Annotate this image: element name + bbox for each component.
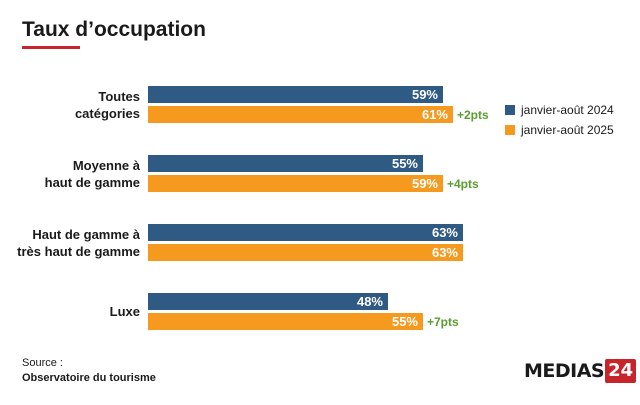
legend-item-2025: janvier-août 2025: [505, 120, 614, 140]
category-label: Moyenne à haut de gamme: [10, 157, 140, 191]
data-label: 48%: [357, 294, 383, 309]
bar: [148, 224, 463, 241]
change-annotation: +7pts: [427, 315, 459, 329]
bar: [148, 175, 443, 192]
bar: [148, 106, 453, 123]
legend: janvier-août 2024 janvier-août 2025: [505, 100, 614, 140]
logo-badge: 24: [605, 359, 637, 383]
legend-swatch-2024: [505, 105, 515, 115]
legend-swatch-2025: [505, 125, 515, 135]
data-label: 55%: [392, 314, 418, 329]
data-label: 55%: [392, 156, 418, 171]
bar: [148, 313, 423, 330]
bar: [148, 293, 388, 310]
category-label-line: catégories: [74, 105, 140, 121]
category-label: Haut de gamme à très haut de gamme: [10, 226, 140, 260]
category-label-line: Toutes: [98, 88, 140, 104]
category-label-line: haut de gamme: [44, 174, 140, 190]
data-label: 61%: [422, 107, 448, 122]
category-label: Toutes catégories: [10, 88, 140, 122]
logo-text: MEDIAS: [524, 360, 605, 382]
data-label: 63%: [432, 245, 458, 260]
category-label-line: très haut de gamme: [17, 243, 140, 259]
legend-label-2024: janvier-août 2024: [521, 103, 614, 117]
data-label: 59%: [412, 87, 438, 102]
bar: [148, 244, 463, 261]
source-note: Source : Observatoire du tourisme: [22, 356, 156, 386]
bar: [148, 155, 423, 172]
change-annotation: +4pts: [447, 177, 479, 191]
legend-item-2024: janvier-août 2024: [505, 100, 614, 120]
data-label: 63%: [432, 225, 458, 240]
category-label: Luxe: [10, 303, 140, 320]
category-label-line: Luxe: [109, 304, 140, 319]
category-label-line: Haut de gamme à: [32, 226, 140, 242]
source-label: Source :: [22, 357, 63, 369]
medias24-logo: MEDIAS 24: [524, 358, 637, 384]
change-annotation: +2pts: [457, 108, 489, 122]
data-label: 59%: [412, 176, 438, 191]
source-org: Observatoire du tourisme: [22, 372, 156, 384]
legend-label-2025: janvier-août 2025: [521, 123, 614, 137]
title-underline: [22, 46, 80, 49]
category-label-line: Moyenne à: [72, 157, 140, 173]
bar: [148, 86, 443, 103]
chart-title: Taux d’occupation: [22, 18, 206, 41]
